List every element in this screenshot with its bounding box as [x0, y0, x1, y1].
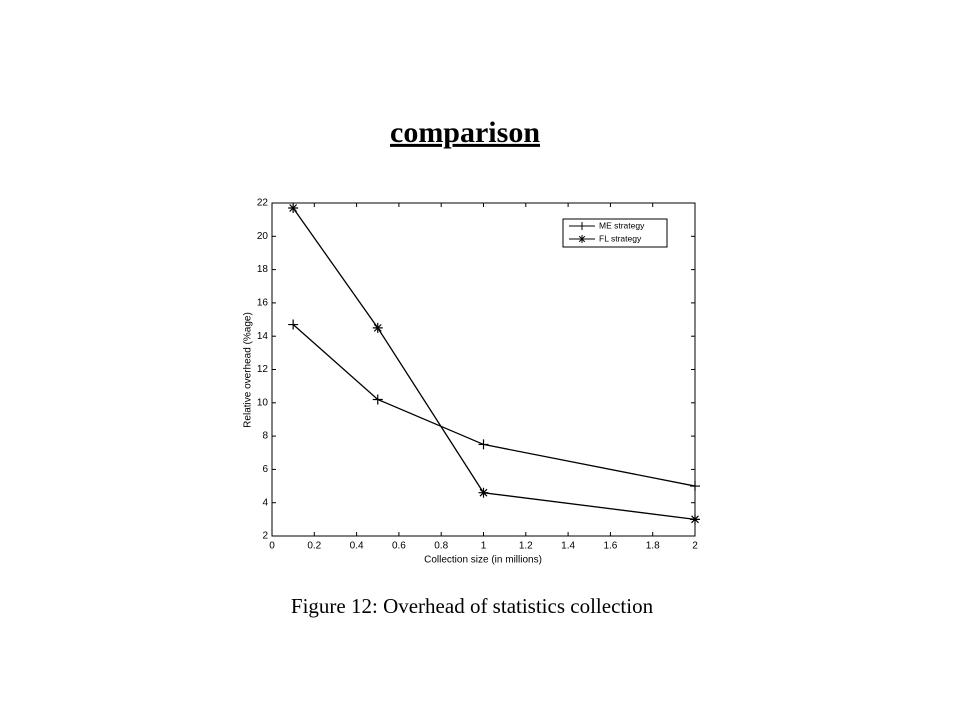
data-point — [690, 514, 700, 525]
data-point — [690, 481, 700, 492]
y-tick-label: 20 — [257, 231, 269, 242]
x-tick-label: 1.2 — [519, 541, 533, 552]
x-tick-label: 0.2 — [307, 541, 321, 552]
x-tick-label: 1.6 — [603, 541, 617, 552]
slide-title: comparison — [390, 116, 540, 149]
series-line — [292, 324, 696, 487]
data-point — [478, 439, 489, 450]
y-tick-label: 12 — [257, 364, 269, 375]
x-tick-label: 0.8 — [434, 541, 448, 552]
data-point — [288, 319, 299, 330]
plot-frame — [271, 202, 696, 537]
x-tick-label: 1.4 — [561, 541, 575, 552]
legend-label: ME strategy — [599, 220, 645, 230]
x-tick-label: 0 — [269, 541, 275, 552]
data-point — [372, 394, 383, 405]
y-tick-label: 14 — [257, 331, 269, 342]
legend-label: FL strategy — [599, 233, 642, 243]
y-tick-label: 10 — [257, 397, 269, 408]
data-point — [372, 322, 383, 333]
y-tick-label: 4 — [262, 497, 268, 508]
y-tick-label: 18 — [257, 264, 269, 275]
legend-box — [562, 218, 668, 248]
y-tick-label: 8 — [262, 431, 268, 442]
y-tick-label: 6 — [262, 464, 268, 475]
x-tick-label: 0.6 — [392, 541, 406, 552]
x-tick-label: 2 — [692, 541, 698, 552]
y-tick-label: 16 — [257, 298, 269, 309]
y-tick-label: 22 — [257, 198, 269, 209]
x-tick-label: 1 — [481, 541, 487, 552]
y-tick-label: 2 — [262, 531, 268, 542]
x-axis-label: Collection size (in millions) — [424, 555, 542, 566]
data-point — [478, 487, 489, 498]
legend-marker — [578, 235, 586, 243]
data-point — [288, 202, 299, 213]
series-line — [292, 207, 696, 520]
x-tick-label: 1.8 — [646, 541, 660, 552]
figure-caption: Figure 12: Overhead of statistics collec… — [291, 594, 654, 618]
x-tick-label: 0.4 — [350, 541, 364, 552]
legend-marker — [578, 222, 586, 230]
y-axis-label: Relative overhead (%age) — [243, 312, 254, 428]
